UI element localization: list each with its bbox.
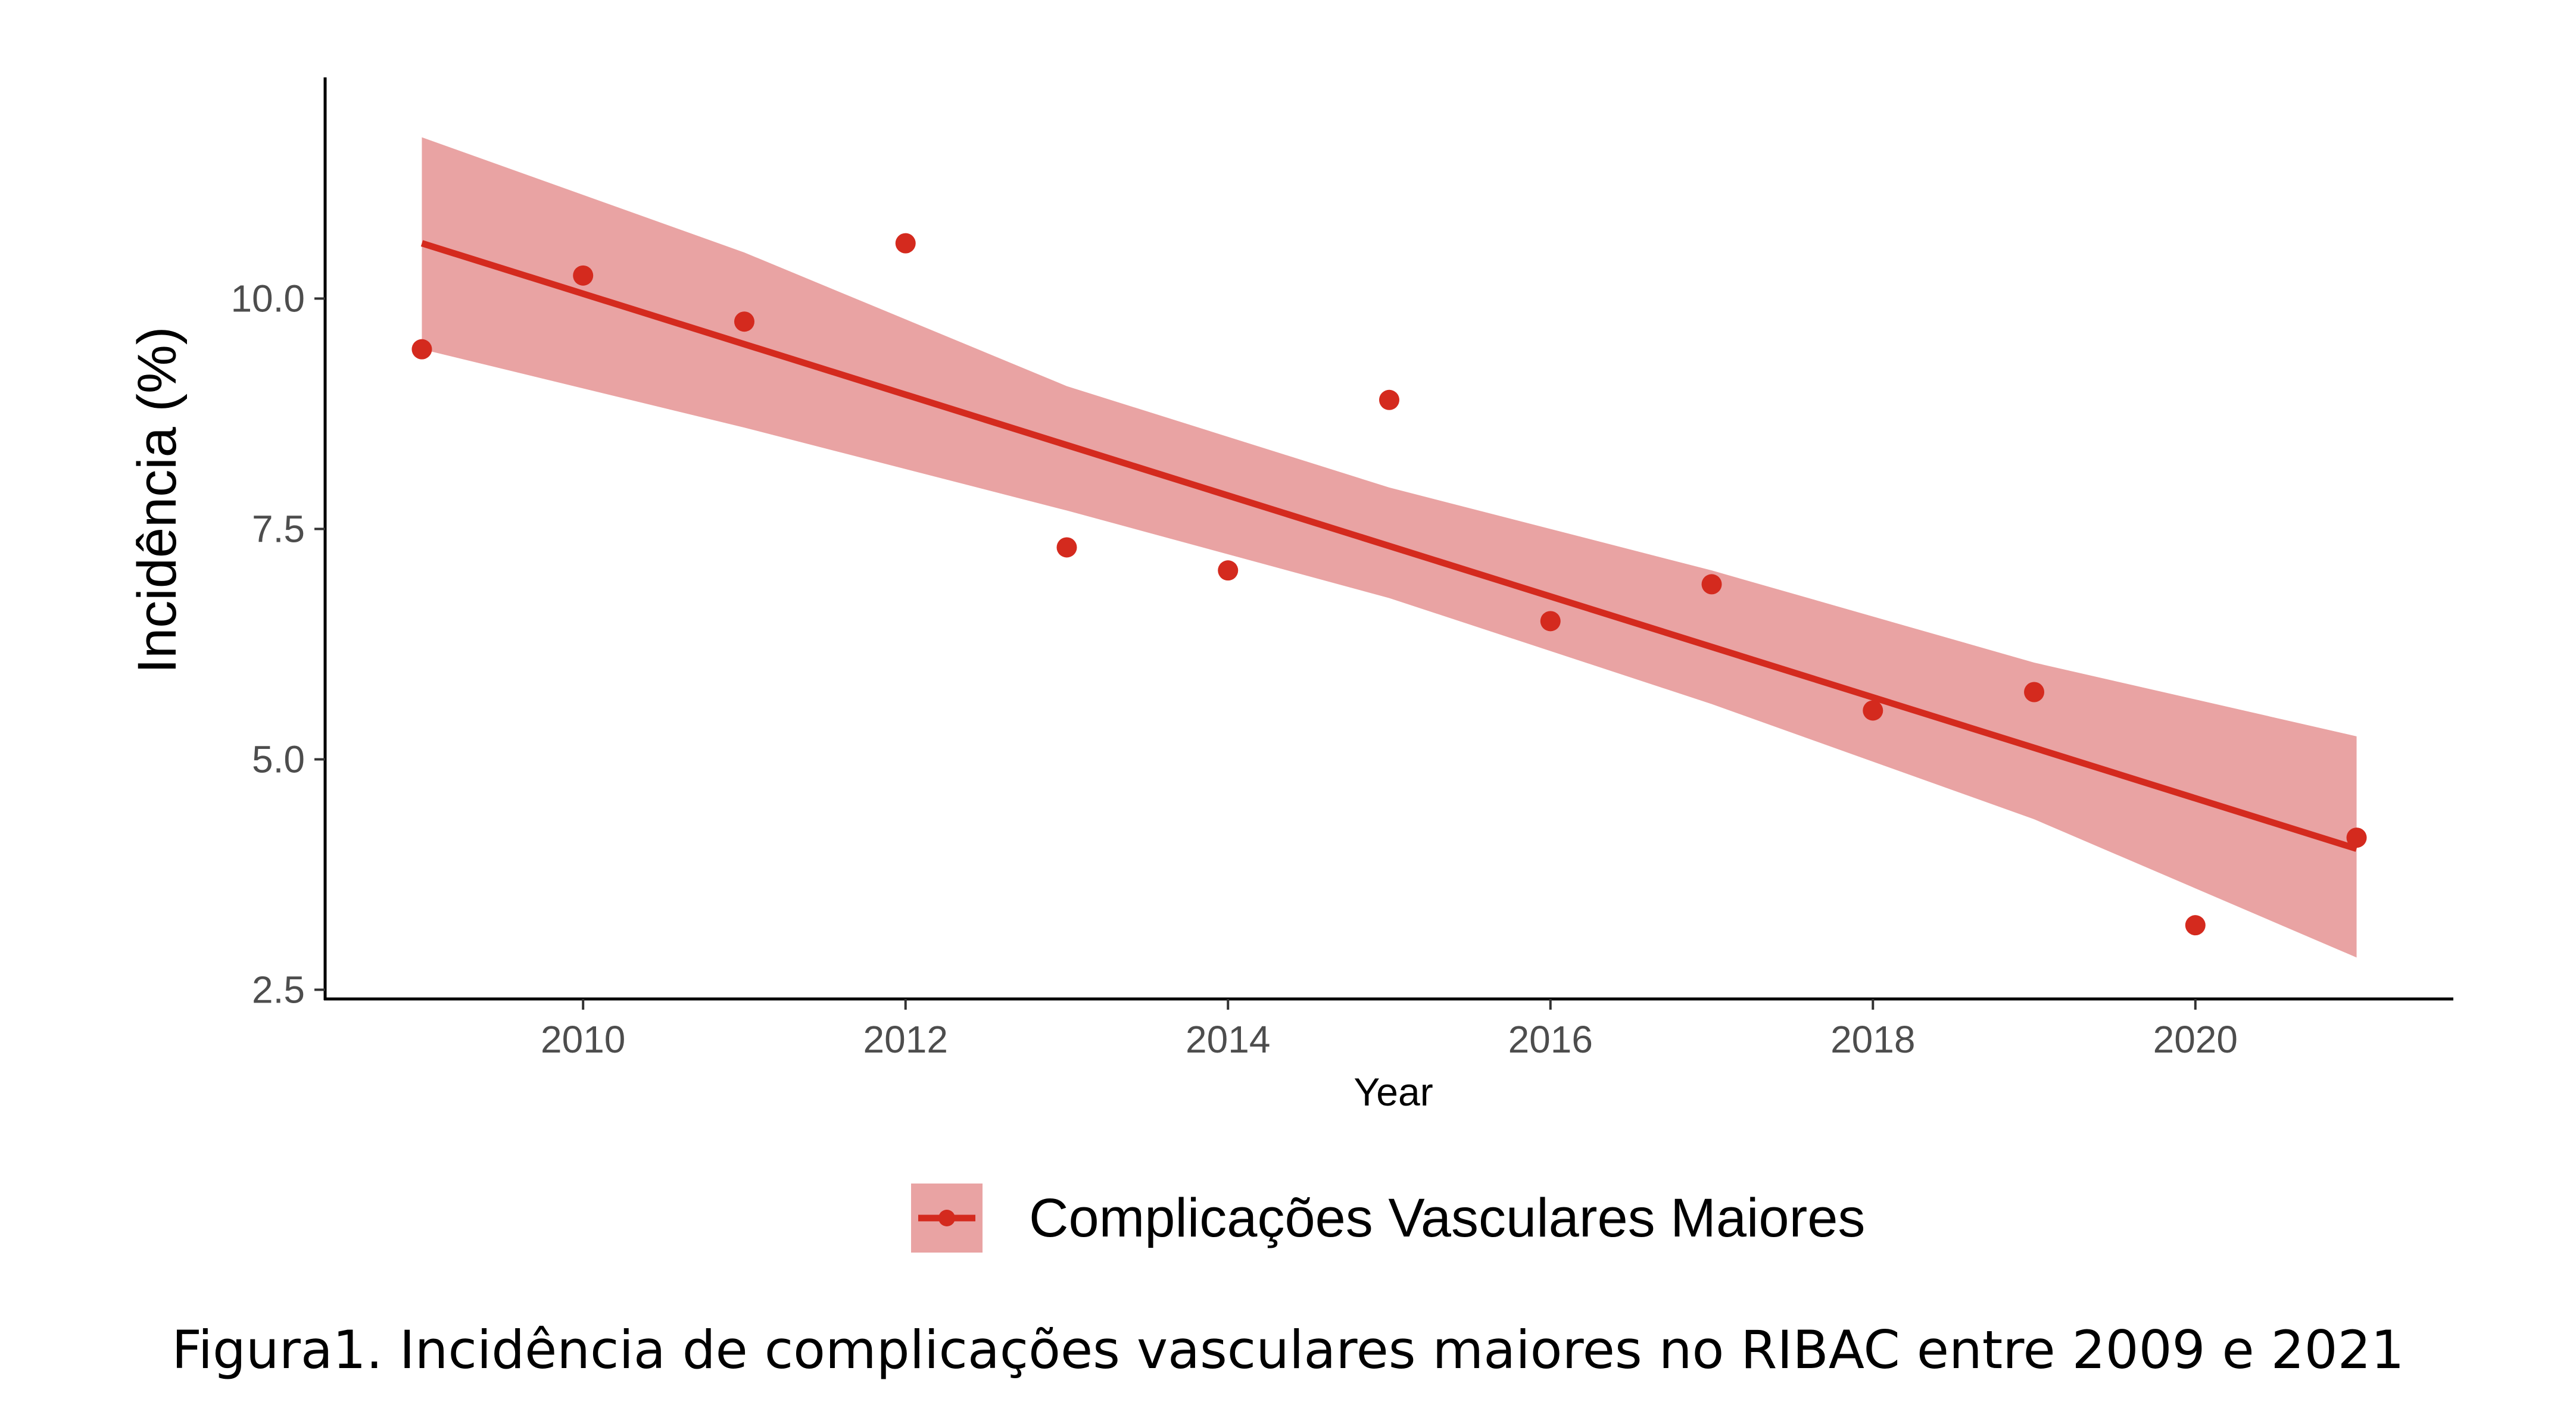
data-point-2020 (2185, 915, 2206, 936)
data-points (411, 233, 2367, 936)
data-point-2021 (2346, 828, 2367, 848)
x-axis-title: Year (1354, 1070, 1433, 1114)
x-tick-label: 2020 (2153, 1018, 2238, 1061)
figure-caption: Figura1. Incidência de complicações vasc… (171, 1319, 2404, 1381)
data-point-2013 (1056, 537, 1077, 558)
trend-line (420, 240, 2358, 852)
y-ticks: 2.5 5.0 7.5 10.0 (230, 277, 325, 1011)
data-point-2018 (1863, 700, 1883, 721)
data-point-2011 (734, 311, 754, 332)
data-point-2019 (2024, 682, 2045, 702)
x-ticks: 2010 2012 2014 2016 2018 2020 (541, 999, 2238, 1061)
data-point-2016 (1540, 611, 1561, 632)
data-point-2012 (895, 233, 916, 254)
data-point-2014 (1218, 560, 1239, 581)
y-tick-label: 10.0 (230, 277, 305, 320)
data-point-2015 (1379, 389, 1399, 410)
y-tick-label: 5.0 (252, 738, 305, 781)
y-tick-label: 2.5 (252, 969, 305, 1011)
x-tick-label: 2010 (541, 1018, 625, 1061)
legend: Complicações Vasculares Maiores (911, 1184, 1865, 1253)
x-tick-label: 2018 (1830, 1018, 1915, 1061)
data-point-2017 (1701, 574, 1722, 595)
y-axis-title: Incidência (%) (127, 327, 188, 674)
x-tick-label: 2016 (1508, 1018, 1593, 1061)
legend-key-point (938, 1210, 955, 1226)
x-tick-label: 2012 (863, 1018, 948, 1061)
data-point-2010 (573, 265, 594, 286)
plot-area (411, 137, 2367, 958)
y-tick-label: 7.5 (252, 508, 305, 551)
x-tick-label: 2014 (1186, 1018, 1270, 1061)
axes: 2.5 5.0 7.5 10.0 2010 2012 2014 2016 2018 2020 (230, 77, 2453, 1061)
legend-label: Complicações Vasculares Maiores (1029, 1188, 1865, 1248)
data-point-2009 (411, 339, 432, 360)
